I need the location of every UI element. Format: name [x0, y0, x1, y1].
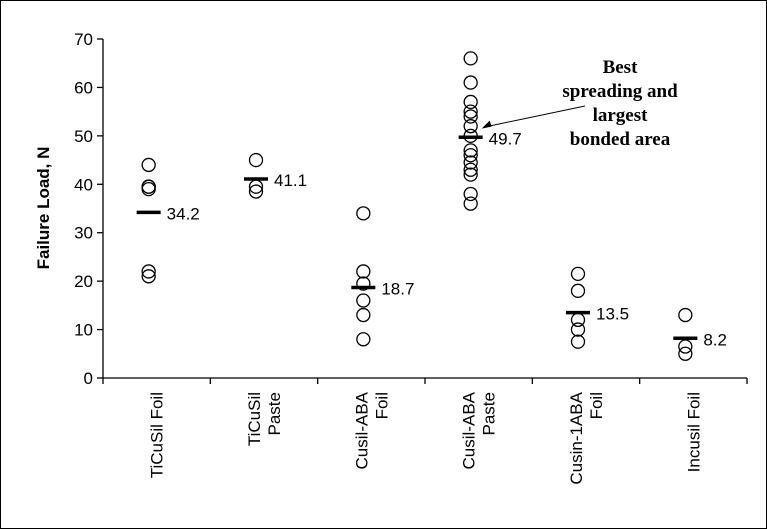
- data-point: [463, 162, 478, 177]
- data-point: [356, 276, 371, 291]
- y-tick-label: 60: [74, 78, 93, 97]
- annotation-arrow-head: [481, 120, 492, 129]
- x-category-label: Cusil-ABAPaste: [460, 391, 499, 469]
- y-tick-label: 30: [74, 224, 93, 243]
- x-category-label-line: Foil: [372, 392, 391, 419]
- data-point: [463, 155, 478, 170]
- data-point: [463, 167, 478, 182]
- annotation-text-line: bonded area: [570, 129, 671, 150]
- x-category-label-line: Cusil-ABA: [460, 391, 479, 469]
- annotation-arrow-line: [486, 105, 586, 128]
- data-point: [463, 186, 478, 202]
- y-tick-label: 50: [74, 127, 93, 146]
- y-tick-label: 0: [84, 369, 93, 388]
- mean-value-label: 13.5: [596, 305, 629, 324]
- data-point: [570, 283, 586, 298]
- data-point: [678, 339, 693, 354]
- data-point: [463, 119, 478, 134]
- data-point: [463, 94, 478, 110]
- data-point: [570, 266, 586, 282]
- data-point: [248, 184, 264, 199]
- data-point: [141, 269, 156, 284]
- data-point: [141, 157, 156, 173]
- data-point: [463, 104, 478, 119]
- data-point: [463, 109, 478, 124]
- y-tick-label: 20: [74, 272, 93, 291]
- data-point: [678, 346, 693, 361]
- data-point: [356, 264, 371, 279]
- x-category-label-line: Paste: [265, 392, 284, 435]
- y-axis-label: Failure Load, N: [34, 147, 53, 270]
- data-point: [463, 196, 478, 211]
- data-point: [356, 206, 371, 221]
- mean-value-label: 18.7: [381, 279, 414, 298]
- x-category-label: Incusil Foil: [684, 392, 703, 472]
- data-point: [570, 334, 586, 349]
- annotation-text-line: spreading and: [562, 81, 678, 102]
- x-category-label-line: Cusil-ABA: [352, 391, 371, 469]
- data-point: [463, 148, 478, 163]
- x-category-label: TiCuSil Foil: [148, 392, 167, 478]
- data-point: [248, 152, 264, 168]
- data-point: [356, 332, 371, 347]
- data-point: [570, 312, 586, 328]
- annotation-text-line: largest: [593, 105, 649, 126]
- y-tick-label: 10: [74, 321, 93, 340]
- data-point: [141, 179, 156, 194]
- x-category-label-line: TiCuSil: [245, 392, 264, 446]
- y-tick-label: 40: [74, 175, 93, 194]
- mean-value-label: 8.2: [703, 330, 727, 349]
- x-category-label-line: TiCuSil Foil: [148, 392, 167, 478]
- data-point: [356, 307, 371, 323]
- annotation-text-line: Best: [603, 57, 639, 78]
- mean-value-label: 41.1: [274, 171, 307, 190]
- data-point: [463, 51, 478, 66]
- data-point: [463, 143, 478, 158]
- x-category-label-line: Cusin-1ABA: [567, 391, 586, 484]
- data-point: [570, 322, 586, 337]
- data-point: [678, 307, 693, 323]
- mean-value-label: 49.7: [489, 129, 522, 148]
- y-tick-label: 70: [74, 30, 93, 49]
- data-point: [463, 75, 478, 90]
- mean-value-label: 34.2: [167, 204, 200, 223]
- x-category-label: Cusin-1ABAFoil: [567, 391, 606, 484]
- x-category-label-line: Incusil Foil: [684, 392, 703, 472]
- x-category-label-line: Paste: [480, 392, 499, 435]
- x-category-label-line: Foil: [587, 392, 606, 419]
- data-point: [356, 293, 371, 308]
- data-point: [141, 264, 156, 279]
- x-category-label: TiCuSilPaste: [245, 392, 284, 446]
- x-category-label: Cusil-ABAFoil: [352, 391, 391, 469]
